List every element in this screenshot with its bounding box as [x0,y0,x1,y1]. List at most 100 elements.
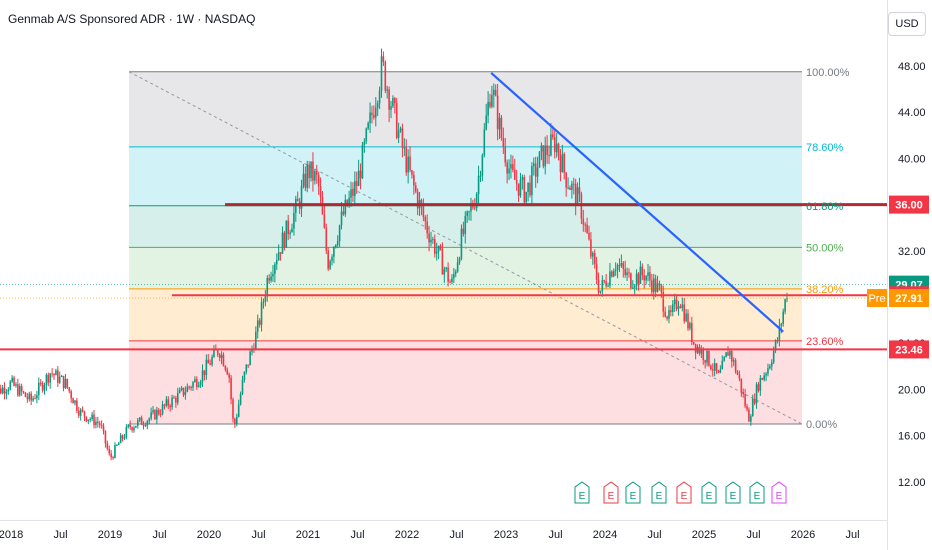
time-tick-label: Jul [647,529,661,541]
candle-body [228,374,230,378]
candle-body [266,278,269,297]
candle-body [702,349,705,361]
candle-body [416,191,419,209]
candle-body [163,404,166,406]
price-tick-label: 40.00 [898,153,926,165]
candle-body [405,147,408,173]
candle-body [386,89,388,91]
candle-body [144,425,147,427]
time-tick-label: Jul [350,529,364,541]
candle-body [658,283,661,286]
candle-body [140,417,143,425]
time-tick-label: 2022 [395,529,419,541]
candle-body [102,426,105,431]
candle-body [310,161,312,179]
candle-body [428,233,430,243]
candle-body [186,386,189,392]
candle-body [759,378,762,391]
earnings-marker-label: E [776,491,783,502]
candle-body [171,397,173,408]
candle-body [468,211,470,213]
candle-body [668,310,670,319]
candle-body [689,322,691,329]
time-tick-label: 2024 [593,529,617,541]
candle-body [481,155,484,176]
candle-body [45,374,48,386]
candle-body [66,378,69,388]
candle-body [529,182,531,196]
candle-body [449,281,451,283]
candle-body [532,163,535,167]
candle-body [660,285,663,293]
candle-body [319,186,322,198]
currency-button[interactable]: USD [888,12,926,36]
earnings-marker-label: E [630,491,637,502]
candle-body [458,258,461,263]
candle-body [62,375,65,389]
candle-body [411,170,413,175]
time-tick-label: 2018 [0,529,23,541]
fib-level-label: 23.60% [806,336,844,348]
candle-body [281,232,284,254]
candle-body [87,419,90,422]
candle-body [361,144,364,179]
candle-body [83,411,86,417]
candle-body [618,265,621,267]
earnings-marker-label: E [681,491,688,502]
candle-body [279,252,282,254]
candle-body [165,399,168,406]
candle-body [595,263,598,280]
candle-body [407,156,409,173]
time-tick-label: Jul [251,529,265,541]
earnings-marker-label: E [706,491,713,502]
candle-body [506,162,508,174]
candle-body [98,423,101,425]
candle-body [293,212,295,229]
candle-body [504,146,507,163]
candle-body [603,280,606,282]
fib-level-label: 38.20% [806,284,844,296]
candle-body [713,363,716,371]
candle-body [725,352,727,358]
fib-band [129,247,802,289]
earnings-marker-label: E [656,491,663,502]
candle-body [753,398,756,404]
candle-body [761,378,764,380]
candle-body [772,350,775,363]
candle-body [647,272,649,277]
candle-body [445,267,448,270]
candle-body [123,437,126,439]
candle-body [384,61,387,91]
fib-trend-diagonal [128,71,803,425]
candle-body [306,164,309,188]
candle-body [643,275,646,281]
candle-body [234,418,236,425]
candle-body [5,391,8,394]
candle-body [719,369,722,373]
candle-body [85,416,88,422]
candle-body [7,389,10,392]
candle-body [464,215,467,234]
candle-body [0,388,2,394]
candle-body [197,385,200,388]
candle-body [681,304,684,309]
candle-body [546,145,548,156]
candle-body [536,167,539,177]
candle-body [24,392,27,397]
candle-body [774,340,777,351]
time-tick-label: Jul [449,529,463,541]
candle-body [744,393,746,407]
candle-body [232,399,234,419]
candle-body [60,375,63,377]
candle-body [746,406,748,410]
candle-body [274,264,276,274]
candle-body [742,392,745,394]
candle-body [289,232,291,235]
candle-body [203,370,206,376]
trendline-group [490,72,784,333]
candle-body [117,443,120,445]
time-tick-label: 2020 [197,529,221,541]
candle-body [260,302,263,325]
candle-body [68,387,71,392]
